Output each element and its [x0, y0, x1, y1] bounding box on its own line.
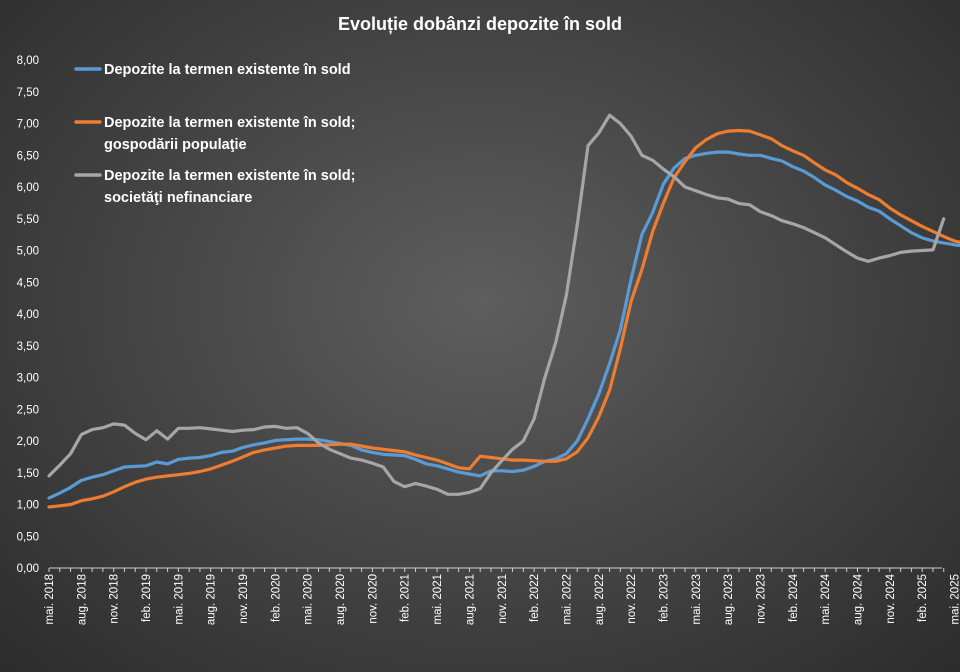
x-tick-label: feb. 2023 — [658, 574, 670, 622]
x-tick-label: aug. 2021 — [464, 574, 476, 625]
x-tick-label: mai. 2018 — [44, 574, 56, 625]
chart-axes: 0,00 0,50 1,00 1,50 2,00 2,50 3,00 3,50 4,00 4,50… — [17, 55, 960, 625]
x-tick-label: mai. 2025 — [950, 574, 960, 625]
chart-legend: Depozite la termen existente în sold Depo… — [74, 62, 355, 206]
x-tick-label: feb. 2022 — [529, 574, 541, 622]
x-tick-label: nov. 2019 — [238, 574, 250, 624]
y-tick-label: 5,50 — [17, 214, 39, 226]
x-tick-label: mai. 2022 — [561, 574, 573, 625]
legend-label-3: Depozite la termen existente în sold; — [104, 168, 355, 184]
x-tick-label: aug. 2024 — [853, 573, 865, 625]
x-tick-label: feb. 2024 — [788, 573, 800, 622]
y-tick-label: 1,50 — [17, 468, 39, 480]
x-tick-label: feb. 2021 — [400, 574, 412, 622]
y-tick-label: 7,00 — [17, 119, 39, 131]
x-tick-label: nov. 2020 — [367, 574, 379, 624]
y-tick-label: 0,50 — [17, 531, 39, 543]
x-tick-label: nov. 2023 — [755, 574, 767, 624]
x-tick-label: aug. 2018 — [76, 574, 88, 625]
chart-title: Evoluție dobânzi depozite în sold — [338, 14, 622, 34]
x-tick-label: nov. 2018 — [109, 574, 121, 624]
y-tick-label: 6,00 — [17, 182, 39, 194]
y-tick-label: 3,00 — [17, 373, 39, 385]
y-tick-label: 2,00 — [17, 436, 39, 448]
x-tick-label: mai. 2020 — [303, 574, 315, 625]
y-tick-label: 4,00 — [17, 309, 39, 321]
x-tick-label: aug. 2019 — [206, 574, 218, 625]
series-line-2 — [47, 128, 960, 509]
y-tick-label: 5,00 — [17, 246, 39, 258]
x-tick-label: mai. 2019 — [173, 574, 185, 625]
y-tick-label: 1,00 — [17, 500, 39, 512]
legend-label-3: societăţi nefinanciare — [104, 190, 252, 206]
series-layer — [47, 113, 960, 509]
x-tick-label: nov. 2024 — [885, 573, 897, 623]
legend-label-2: gospodării populaţie — [104, 137, 247, 153]
x-tick-label: aug. 2023 — [723, 574, 735, 625]
series-line-3 — [47, 113, 946, 496]
x-tick-label: aug. 2022 — [594, 574, 606, 625]
x-tick-label: feb. 2025 — [917, 574, 929, 622]
x-tick-label: nov. 2021 — [497, 574, 509, 624]
x-tick-label: feb. 2020 — [270, 574, 282, 622]
y-tick-label: 6,50 — [17, 150, 39, 162]
legend-label-2: Depozite la termen existente în sold; — [104, 115, 355, 131]
y-tick-label: 0,00 — [17, 563, 39, 575]
y-tick-label: 4,50 — [17, 277, 39, 289]
legend-label-1: Depozite la termen existente în sold — [104, 62, 351, 78]
x-tick-label: aug. 2020 — [335, 574, 347, 625]
y-tick-label: 8,00 — [17, 55, 39, 67]
y-tick-label: 7,50 — [17, 87, 39, 99]
x-tick-label: feb. 2019 — [141, 574, 153, 622]
x-tick-label: mai. 2024 — [820, 573, 832, 624]
x-tick-label: nov. 2022 — [626, 574, 638, 624]
x-tick-label: mai. 2023 — [691, 574, 703, 625]
x-tick-label: mai. 2021 — [432, 574, 444, 625]
y-tick-label: 2,50 — [17, 404, 39, 416]
series-line-1 — [47, 150, 960, 500]
y-tick-label: 3,50 — [17, 341, 39, 353]
